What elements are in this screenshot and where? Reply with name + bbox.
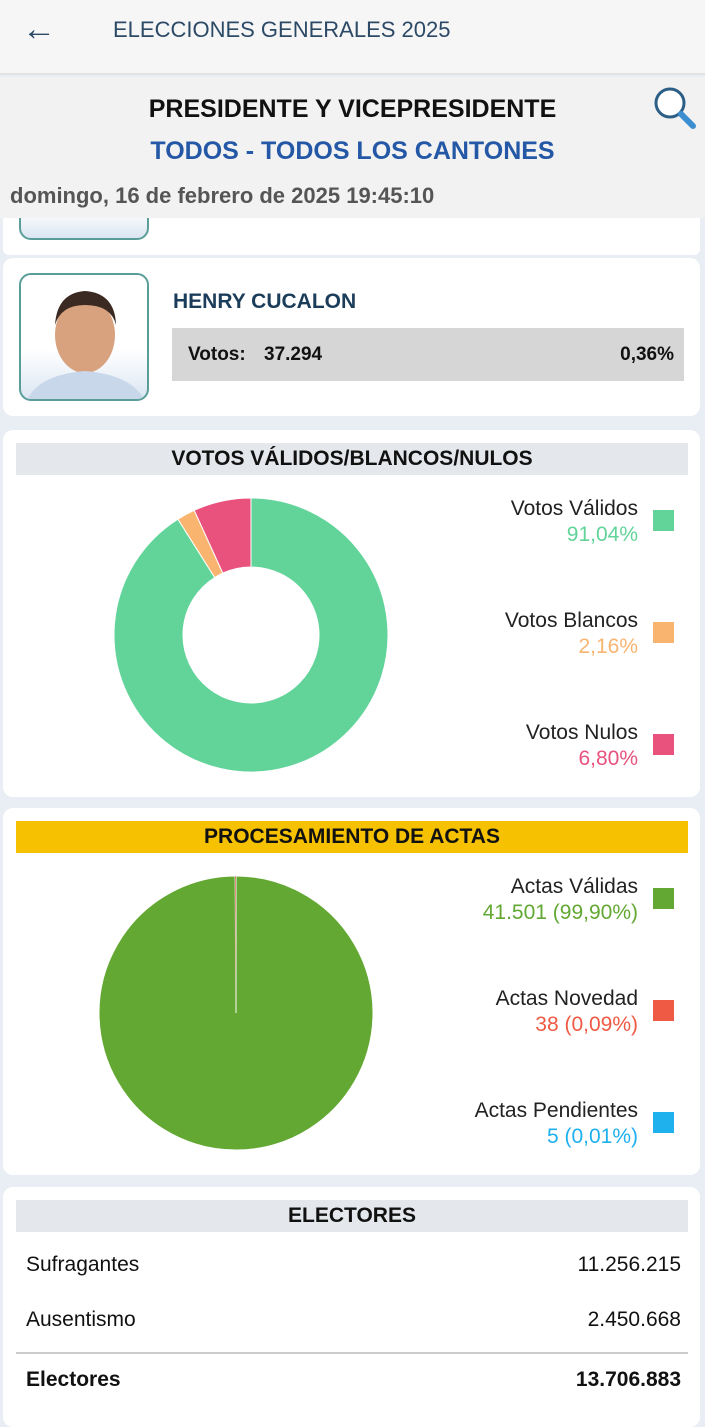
magnifier-icon[interactable] [652,85,698,131]
legend-swatch [653,1000,674,1021]
legend-value: 41.501 (99,90%) [483,900,638,926]
row-total: Electores 13.706.883 [26,1368,681,1392]
legend-label: Votos Válidos [511,496,638,522]
app-bar: ← ELECCIONES GENERALES 2025 [0,0,705,75]
votes-card: VOTOS VÁLIDOS/BLANCOS/NULOS Votos Válido… [3,430,700,797]
page-header: PRESIDENTE Y VICEPRESIDENTE TODOS - TODO… [0,77,705,218]
legend-label: Votos Nulos [526,720,638,746]
votes-percent: 0,36% [620,344,674,366]
divider [16,1352,688,1354]
app-title: ELECCIONES GENERALES 2025 [113,17,450,43]
row-value: 13.706.883 [576,1368,681,1392]
legend-swatch [653,622,674,643]
arrow-left-icon[interactable]: ← [22,10,56,49]
row-value: 11.256.215 [577,1253,681,1277]
candidate-name: HENRY CUCALON [173,290,356,314]
row-value: 2.450.668 [588,1308,681,1332]
legend-label: Actas Válidas [483,874,638,900]
legend-swatch [653,1112,674,1133]
electores-card: ELECTORES Sufragantes 11.256.215 Ausentis… [3,1187,700,1427]
legend-swatch [653,734,674,755]
legend-value: 2,16% [505,634,638,660]
legend-swatch [653,888,674,909]
legend-value: 6,80% [526,746,638,772]
legend-label: Actas Novedad [496,986,638,1012]
legend-value: 5 (0,01%) [475,1124,638,1150]
page-title: PRESIDENTE Y VICEPRESIDENTE [0,95,705,124]
votes-value: 37.294 [264,344,322,366]
row-label: Electores [26,1368,121,1391]
legend-label: Votos Blancos [505,608,638,634]
legend-swatch [653,510,674,531]
candidate-photo [19,273,149,401]
page-subtitle: TODOS - TODOS LOS CANTONES [0,137,705,166]
candidate-card: HENRY CUCALON Votos: 37.294 0,36% [3,258,700,416]
votes-bar: Votos: 37.294 0,36% [172,328,684,381]
legend-value: 91,04% [511,522,638,548]
row-label: Ausentismo [26,1308,136,1331]
datetime: domingo, 16 de febrero de 2025 19:45:10 [10,183,434,209]
row-sufragantes: Sufragantes 11.256.215 [26,1253,681,1277]
electores-title: ELECTORES [16,1200,688,1232]
votes-label: Votos: [188,344,246,366]
row-label: Sufragantes [26,1253,139,1276]
legend-value: 38 (0,09%) [496,1012,638,1038]
legend-label: Actas Pendientes [475,1098,638,1124]
row-ausentismo: Ausentismo 2.450.668 [26,1308,681,1332]
